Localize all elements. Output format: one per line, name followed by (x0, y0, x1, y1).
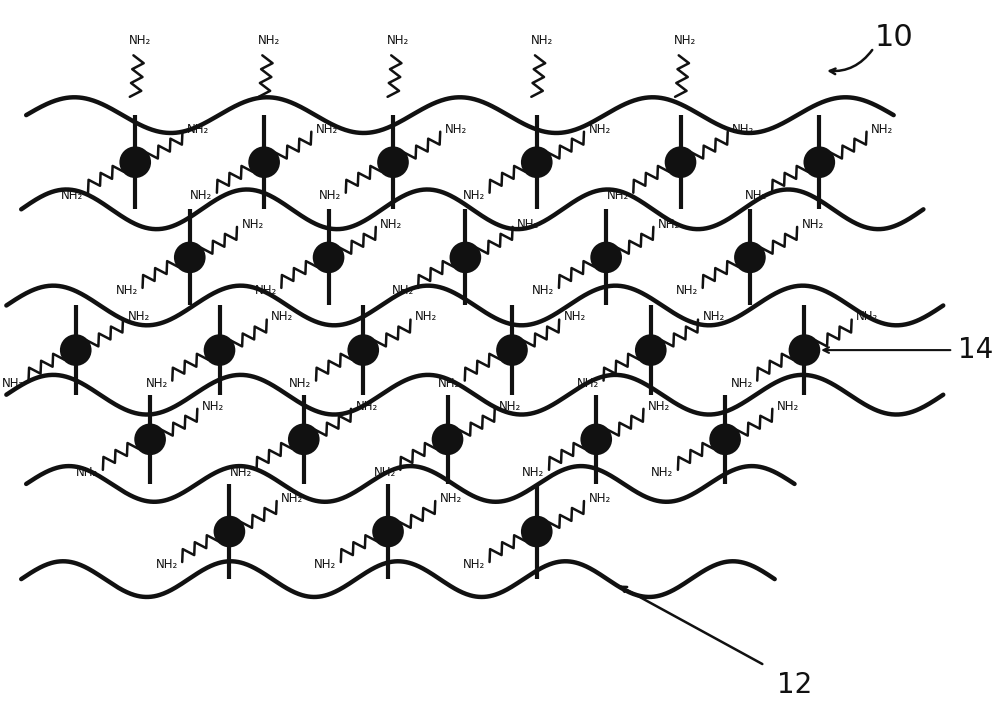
Circle shape (523, 518, 551, 545)
Text: NH₂: NH₂ (2, 377, 24, 390)
Text: 10: 10 (874, 23, 913, 52)
Text: NH₂: NH₂ (532, 284, 554, 297)
Text: NH₂: NH₂ (116, 284, 138, 297)
Text: NH₂: NH₂ (463, 189, 485, 202)
Text: NH₂: NH₂ (607, 189, 629, 202)
Circle shape (592, 244, 620, 271)
Text: NH₂: NH₂ (271, 310, 293, 323)
Text: NH₂: NH₂ (187, 122, 209, 135)
Text: NH₂: NH₂ (658, 218, 680, 231)
Circle shape (136, 425, 164, 453)
Circle shape (805, 148, 833, 176)
Circle shape (250, 148, 278, 176)
Circle shape (667, 148, 694, 176)
Circle shape (379, 148, 407, 176)
Text: NH₂: NH₂ (588, 122, 611, 135)
Circle shape (216, 518, 243, 545)
Circle shape (62, 336, 90, 364)
Circle shape (176, 244, 204, 271)
Text: 14: 14 (958, 336, 993, 364)
Circle shape (582, 425, 610, 453)
Text: NH₂: NH₂ (676, 284, 698, 297)
Text: NH₂: NH₂ (190, 189, 212, 202)
Text: NH₂: NH₂ (391, 284, 414, 297)
Circle shape (206, 336, 233, 364)
Circle shape (349, 336, 377, 364)
Text: NH₂: NH₂ (564, 310, 586, 323)
Text: NH₂: NH₂ (355, 400, 378, 413)
Circle shape (791, 336, 818, 364)
Text: NH₂: NH₂ (674, 35, 697, 48)
Circle shape (711, 425, 739, 453)
Text: NH₂: NH₂ (129, 35, 151, 48)
Text: NH₂: NH₂ (76, 466, 98, 479)
Text: NH₂: NH₂ (127, 310, 150, 323)
Circle shape (498, 336, 526, 364)
Text: NH₂: NH₂ (531, 35, 553, 48)
Text: NH₂: NH₂ (802, 218, 824, 231)
Text: NH₂: NH₂ (281, 492, 303, 505)
Text: NH₂: NH₂ (588, 492, 611, 505)
Text: NH₂: NH₂ (255, 284, 277, 297)
Text: NH₂: NH₂ (777, 400, 799, 413)
Text: NH₂: NH₂ (440, 492, 462, 505)
Circle shape (290, 425, 318, 453)
Circle shape (523, 148, 551, 176)
Text: NH₂: NH₂ (314, 558, 336, 571)
Text: NH₂: NH₂ (517, 218, 539, 231)
Text: NH₂: NH₂ (258, 35, 280, 48)
Text: NH₂: NH₂ (374, 466, 396, 479)
Circle shape (434, 425, 461, 453)
Circle shape (121, 148, 149, 176)
Text: NH₂: NH₂ (438, 377, 460, 390)
Text: NH₂: NH₂ (230, 466, 252, 479)
Text: NH₂: NH₂ (522, 466, 545, 479)
Text: NH₂: NH₂ (241, 218, 264, 231)
Text: NH₂: NH₂ (732, 122, 754, 135)
Circle shape (637, 336, 665, 364)
Text: NH₂: NH₂ (319, 189, 341, 202)
Circle shape (315, 244, 342, 271)
Text: NH₂: NH₂ (202, 400, 224, 413)
Circle shape (451, 244, 479, 271)
Circle shape (736, 244, 764, 271)
Text: NH₂: NH₂ (316, 122, 338, 135)
Text: NH₂: NH₂ (463, 558, 485, 571)
Text: NH₂: NH₂ (730, 377, 753, 390)
Text: NH₂: NH₂ (387, 35, 409, 48)
Text: NH₂: NH₂ (61, 189, 84, 202)
Text: NH₂: NH₂ (499, 400, 521, 413)
Text: NH₂: NH₂ (856, 310, 878, 323)
Text: NH₂: NH₂ (745, 189, 768, 202)
Text: NH₂: NH₂ (146, 377, 168, 390)
Text: NH₂: NH₂ (651, 466, 673, 479)
Text: NH₂: NH₂ (577, 377, 599, 390)
Text: NH₂: NH₂ (871, 122, 893, 135)
Text: NH₂: NH₂ (289, 377, 312, 390)
Text: NH₂: NH₂ (155, 558, 178, 571)
Text: NH₂: NH₂ (445, 122, 467, 135)
Text: 12: 12 (777, 671, 812, 699)
Text: NH₂: NH₂ (415, 310, 437, 323)
Text: NH₂: NH₂ (702, 310, 725, 323)
Circle shape (374, 518, 402, 545)
Text: NH₂: NH₂ (648, 400, 670, 413)
Text: NH₂: NH₂ (380, 218, 403, 231)
